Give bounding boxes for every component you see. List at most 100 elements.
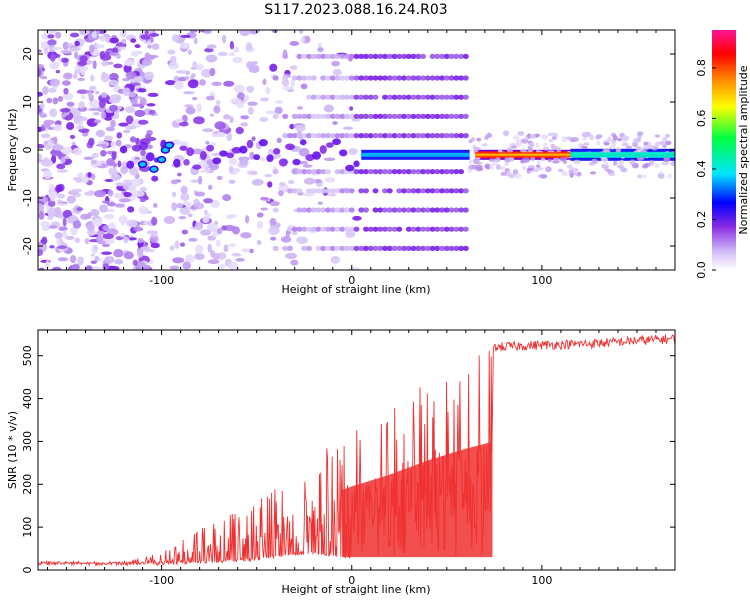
harmonic-dot bbox=[382, 169, 389, 175]
noise-blob bbox=[108, 167, 118, 176]
noise-blob bbox=[291, 231, 298, 236]
noise-blob bbox=[212, 229, 219, 238]
harmonic-dot bbox=[382, 113, 389, 119]
harmonic-dot bbox=[301, 113, 308, 119]
harmonic-dot bbox=[324, 169, 331, 175]
noise-blob bbox=[146, 40, 152, 46]
harmonic-dot bbox=[429, 75, 436, 81]
band-scatter bbox=[540, 134, 549, 140]
harmonic-dot bbox=[372, 226, 379, 232]
noise-blob bbox=[38, 211, 45, 220]
noise-blob bbox=[89, 44, 95, 53]
noise-blob bbox=[41, 159, 54, 167]
harmonic-dot bbox=[396, 75, 403, 81]
noise-blob bbox=[203, 209, 208, 215]
harmonic-dot bbox=[415, 207, 422, 213]
noise-blob bbox=[262, 78, 267, 86]
harmonic-dot bbox=[443, 133, 450, 139]
noise-blob bbox=[93, 119, 101, 124]
harmonic-dot bbox=[420, 169, 427, 175]
harmonic-dot bbox=[443, 226, 450, 232]
noise-blob bbox=[181, 229, 189, 235]
harmonic-dot bbox=[434, 75, 441, 81]
harmonic-dot bbox=[439, 188, 446, 194]
harmonic-dot bbox=[439, 53, 446, 60]
harmonic-dot bbox=[401, 75, 408, 81]
harmonic-dot bbox=[358, 53, 365, 60]
noise-blob bbox=[296, 236, 308, 244]
harmonic-dot bbox=[282, 133, 289, 139]
harmonic-dot bbox=[272, 245, 279, 251]
noise-blob bbox=[151, 43, 160, 50]
noise-blob bbox=[113, 63, 123, 69]
harmonic-dot bbox=[462, 188, 469, 194]
noise-blob bbox=[330, 255, 341, 264]
harmonic-dot bbox=[462, 75, 469, 81]
harmonic-dot bbox=[443, 169, 450, 175]
harmonic-dot bbox=[334, 94, 341, 100]
noise-blob bbox=[173, 80, 184, 90]
noise-blob bbox=[171, 202, 177, 212]
noise-blob bbox=[187, 49, 192, 55]
harmonic-dot bbox=[420, 53, 427, 60]
band-scatter bbox=[607, 136, 612, 142]
noise-blob bbox=[97, 240, 106, 245]
noise-blob bbox=[63, 155, 70, 160]
band-scatter bbox=[556, 147, 562, 153]
y-tick-label: 500 bbox=[21, 345, 34, 366]
harmonic-dot bbox=[301, 133, 308, 139]
noise-blob bbox=[216, 99, 221, 106]
noise-blob bbox=[223, 80, 235, 87]
harmonic-dot bbox=[339, 53, 346, 60]
noise-blob bbox=[187, 79, 199, 89]
signal-blob bbox=[186, 147, 195, 156]
noise-blob bbox=[63, 87, 69, 95]
harmonic-dot bbox=[410, 207, 417, 213]
noise-blob bbox=[47, 200, 56, 207]
noise-blob bbox=[48, 183, 55, 192]
noise-blob bbox=[224, 224, 236, 232]
harmonic-dot bbox=[363, 207, 370, 213]
noise-blob bbox=[77, 256, 84, 266]
harmonic-dot bbox=[301, 207, 308, 213]
noise-blob bbox=[101, 251, 112, 255]
band-scatter bbox=[540, 157, 546, 162]
harmonic-dot bbox=[363, 133, 370, 139]
noise-blob bbox=[300, 160, 308, 165]
noise-blob bbox=[185, 75, 190, 80]
harmonic-dot bbox=[367, 94, 374, 100]
harmonic-dot bbox=[329, 245, 336, 251]
harmonic-dot bbox=[448, 207, 455, 213]
harmonic-dot bbox=[439, 226, 446, 232]
harmonic-dot bbox=[272, 113, 279, 119]
harmonic-dot bbox=[329, 75, 336, 81]
noise-blob bbox=[139, 246, 151, 251]
noise-blob bbox=[108, 79, 119, 87]
noise-blob bbox=[133, 226, 144, 232]
noise-blob bbox=[92, 217, 103, 227]
noise-blob bbox=[120, 166, 129, 175]
noise-blob bbox=[146, 103, 156, 107]
noise-blob bbox=[290, 79, 295, 88]
noise-blob bbox=[74, 65, 80, 70]
noise-blob bbox=[250, 170, 258, 176]
harmonic-dot bbox=[382, 188, 389, 194]
spectrogram-x-label: Height of straight line (km) bbox=[281, 283, 430, 296]
harmonic-dot bbox=[405, 94, 412, 100]
noise-blob bbox=[117, 160, 122, 168]
harmonic-dot bbox=[434, 133, 441, 139]
noise-blob bbox=[49, 78, 61, 87]
noise-blob bbox=[193, 116, 205, 125]
band-scatter bbox=[661, 161, 670, 166]
harmonic-dot bbox=[329, 188, 336, 194]
noise-blob bbox=[102, 200, 109, 204]
noise-blob bbox=[50, 61, 60, 68]
colorbar-tick-label: 0.0 bbox=[695, 261, 708, 279]
harmonic-dot bbox=[462, 113, 469, 119]
band-scatter bbox=[543, 142, 548, 147]
harmonic-dot bbox=[401, 53, 408, 60]
harmonic-dot bbox=[315, 53, 322, 60]
band-scatter bbox=[557, 168, 564, 173]
colorbar-tick-label: 0.2 bbox=[695, 211, 708, 229]
noise-blob bbox=[217, 252, 227, 260]
